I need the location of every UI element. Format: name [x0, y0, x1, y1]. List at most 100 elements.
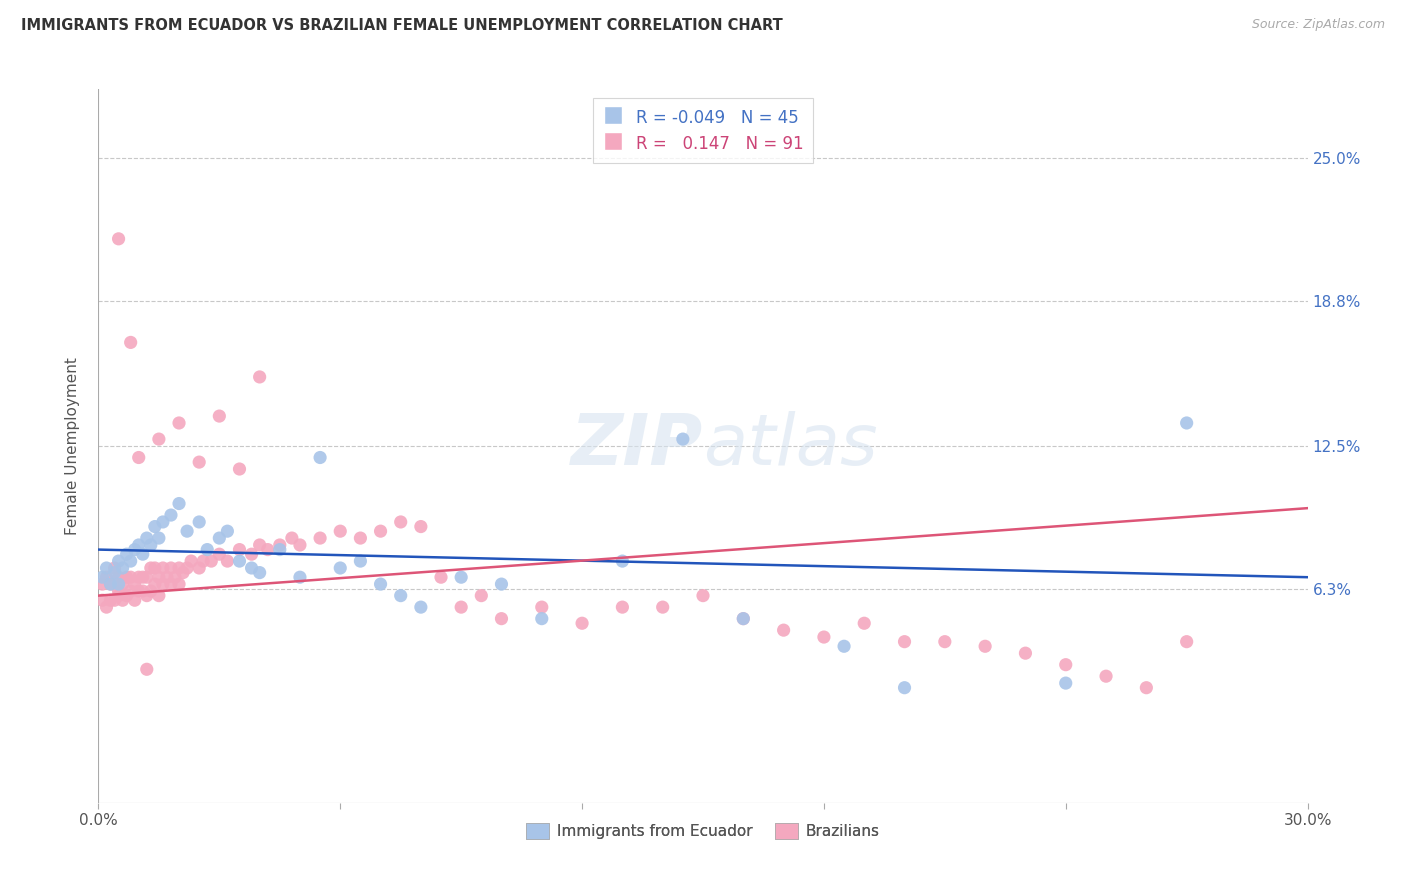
Point — [176, 561, 198, 575]
Point — [329, 561, 352, 575]
Point — [612, 600, 634, 615]
Point — [91, 577, 114, 591]
Point — [124, 593, 146, 607]
Point — [115, 589, 138, 603]
Point — [188, 455, 211, 469]
Point — [370, 524, 392, 538]
Point — [167, 577, 190, 591]
Point — [111, 561, 134, 575]
Point — [893, 681, 915, 695]
Point — [139, 561, 162, 575]
Point — [450, 600, 472, 615]
Point — [103, 566, 125, 580]
Point — [103, 593, 125, 607]
Point — [309, 531, 332, 545]
Point — [208, 547, 231, 561]
Point — [107, 570, 129, 584]
Point — [111, 577, 134, 591]
Point — [160, 561, 183, 575]
Point — [530, 612, 553, 626]
Point — [256, 542, 278, 557]
Point — [124, 542, 146, 557]
Point — [249, 566, 271, 580]
Point — [143, 561, 166, 575]
Point — [160, 508, 183, 522]
Point — [91, 570, 114, 584]
Text: Source: ZipAtlas.com: Source: ZipAtlas.com — [1251, 18, 1385, 31]
Point — [269, 542, 291, 557]
Point — [107, 589, 129, 603]
Point — [1175, 416, 1198, 430]
Point — [167, 561, 190, 575]
Point — [172, 566, 194, 580]
Point — [143, 519, 166, 533]
Point — [148, 570, 170, 584]
Point — [111, 593, 134, 607]
Point — [96, 570, 118, 584]
Point — [195, 542, 218, 557]
Point — [115, 570, 138, 584]
Point — [139, 584, 162, 599]
Point — [135, 662, 157, 676]
Point — [370, 577, 392, 591]
Point — [128, 570, 150, 584]
Point — [120, 570, 142, 584]
Point — [200, 554, 222, 568]
Point — [208, 409, 231, 423]
Point — [288, 538, 311, 552]
Point — [832, 640, 855, 654]
Text: ZIP: ZIP — [571, 411, 703, 481]
Point — [389, 515, 412, 529]
Point — [470, 589, 492, 603]
Point — [813, 630, 835, 644]
Point — [115, 547, 138, 561]
Point — [128, 450, 150, 465]
Point — [107, 577, 129, 591]
Y-axis label: Female Unemployment: Female Unemployment — [65, 357, 80, 535]
Point — [893, 634, 915, 648]
Text: atlas: atlas — [703, 411, 877, 481]
Point — [733, 612, 755, 626]
Point — [208, 531, 231, 545]
Point — [1054, 657, 1077, 672]
Point — [148, 432, 170, 446]
Point — [188, 515, 211, 529]
Point — [409, 600, 432, 615]
Point — [128, 584, 150, 599]
Legend: Immigrants from Ecuador, Brazilians: Immigrants from Ecuador, Brazilians — [520, 817, 886, 845]
Point — [430, 570, 453, 584]
Point — [349, 554, 371, 568]
Point — [128, 538, 150, 552]
Point — [349, 531, 371, 545]
Point — [163, 570, 186, 584]
Point — [107, 554, 129, 568]
Point — [91, 593, 114, 607]
Point — [148, 531, 170, 545]
Point — [281, 531, 304, 545]
Point — [167, 416, 190, 430]
Point — [491, 612, 513, 626]
Point — [132, 584, 155, 599]
Point — [135, 589, 157, 603]
Point — [772, 623, 794, 637]
Point — [329, 524, 352, 538]
Point — [934, 634, 956, 648]
Point — [188, 561, 211, 575]
Point — [612, 554, 634, 568]
Point — [651, 600, 673, 615]
Point — [120, 335, 142, 350]
Point — [152, 577, 174, 591]
Text: IMMIGRANTS FROM ECUADOR VS BRAZILIAN FEMALE UNEMPLOYMENT CORRELATION CHART: IMMIGRANTS FROM ECUADOR VS BRAZILIAN FEM… — [21, 18, 783, 33]
Point — [1014, 646, 1036, 660]
Point — [309, 450, 332, 465]
Point — [530, 600, 553, 615]
Point — [103, 561, 125, 575]
Point — [100, 593, 122, 607]
Point — [450, 570, 472, 584]
Point — [692, 589, 714, 603]
Point — [249, 538, 271, 552]
Point — [1095, 669, 1118, 683]
Point — [135, 570, 157, 584]
Point — [571, 616, 593, 631]
Point — [167, 497, 190, 511]
